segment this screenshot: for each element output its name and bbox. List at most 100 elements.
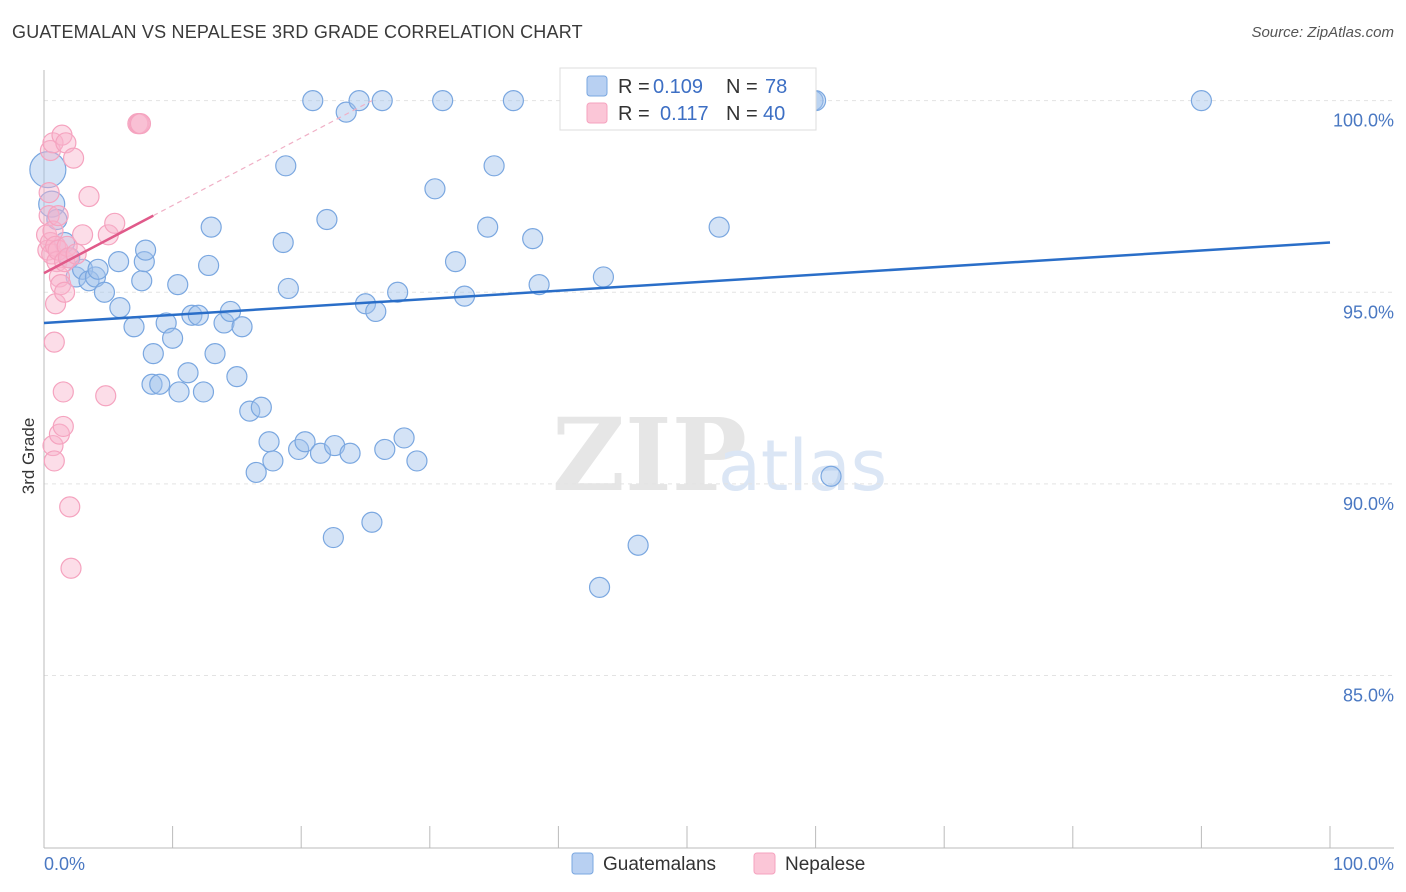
legend-bottom-label-guatemalans: Guatemalans xyxy=(603,854,716,875)
guatemalans-point-68 xyxy=(522,228,544,250)
guatemalans-point-13 xyxy=(123,316,145,338)
guatemalans-point-34 xyxy=(231,316,253,338)
gridlines xyxy=(44,100,1394,677)
guatemalans-point-7 xyxy=(78,270,100,292)
nepalese-point-28 xyxy=(59,496,81,518)
guatemalans-point-28 xyxy=(198,254,220,277)
nepalese-point-33 xyxy=(78,185,100,208)
y-tick-label-0: 100.0% xyxy=(1333,111,1394,131)
guatemalans-point-18 xyxy=(142,343,164,365)
nepalese-trend-line xyxy=(43,214,154,275)
guatemalans-point-62 xyxy=(432,90,454,112)
guatemalans-point-14 xyxy=(131,270,153,292)
guatemalans-point-69 xyxy=(528,274,550,296)
guatemalans-point-33 xyxy=(226,366,248,388)
guatemalans-point-12 xyxy=(109,297,131,319)
guatemalans-point-66 xyxy=(483,155,505,177)
guatemalans-point-49 xyxy=(324,434,346,457)
nepalese-point-11 xyxy=(43,331,65,353)
guatemalans-point-71 xyxy=(592,266,615,288)
guatemalans-point-15 xyxy=(133,251,155,273)
guatemalans-point-58 xyxy=(387,281,409,303)
series-nepalese xyxy=(35,113,152,579)
guatemalans-point-54 xyxy=(361,511,383,533)
guatemalans-point-10 xyxy=(93,281,116,303)
nepalese-point-21 xyxy=(52,381,74,403)
guatemalans-point-22 xyxy=(167,274,189,296)
guatemalans-point-31 xyxy=(213,312,235,334)
guatemalans-point-60 xyxy=(406,450,428,472)
guatemalans-point-38 xyxy=(258,431,280,453)
guatemalans-point-27 xyxy=(192,381,215,403)
guatemalans-point-19 xyxy=(149,373,171,395)
nepalese-point-30 xyxy=(62,147,85,169)
guatemalans-point-36 xyxy=(245,461,267,484)
guatemalans-point-77 xyxy=(1190,90,1213,112)
nepalese-trend-extension xyxy=(153,100,373,217)
guatemalans-point-63 xyxy=(444,251,467,273)
guatemalans-trend-line xyxy=(43,241,1331,325)
nepalese-point-7 xyxy=(42,132,64,154)
guatemalans-point-40 xyxy=(272,231,294,254)
legend-stats: R = 0.109 N = 78 R = 0.117 N = 40 xyxy=(559,67,817,131)
legend-r-label-2: R = xyxy=(618,103,650,125)
legend-r-label-1: R = xyxy=(618,76,650,98)
guatemalans-point-11 xyxy=(107,251,130,273)
guatemalans-point-35 xyxy=(239,400,261,422)
x-tick-label-min: 0.0% xyxy=(44,854,85,874)
guatemalans-point-24 xyxy=(177,362,199,384)
legend-r-value-1: 0.109 xyxy=(653,76,703,98)
guatemalans-point-41 xyxy=(275,155,297,177)
guatemalans-point-9 xyxy=(87,258,109,280)
guatemalans-point-59 xyxy=(393,427,415,449)
guatemalans-point-61 xyxy=(424,178,446,200)
nepalese-point-22 xyxy=(52,415,74,438)
guatemalans-point-55 xyxy=(365,300,387,323)
y-axis-label: 3rd Grade xyxy=(19,418,38,495)
guatemalans-point-47 xyxy=(316,208,338,231)
nepalese-point-39 xyxy=(129,113,152,135)
legend-n-label-2: N = xyxy=(726,103,758,125)
guatemalans-point-48 xyxy=(322,526,344,549)
nepalese-point-10 xyxy=(43,450,65,472)
nepalese-point-29 xyxy=(60,557,82,579)
guatemalans-point-72 xyxy=(627,534,649,556)
chart-title: GUATEMALAN VS NEPALESE 3RD GRADE CORRELA… xyxy=(12,22,583,42)
guatemalans-point-51 xyxy=(339,442,361,464)
y-tick-labels: 100.0% 95.0% 90.0% 85.0% xyxy=(1333,111,1394,706)
series-guatemalans xyxy=(29,90,1213,598)
nepalese-point-25 xyxy=(55,132,77,154)
legend-n-value-1: 78 xyxy=(765,76,787,98)
legend-series: Guatemalans Nepalese xyxy=(571,852,865,875)
nepalese-point-23 xyxy=(53,281,76,303)
guatemalans-point-37 xyxy=(250,396,272,418)
legend-r-value-2: 0.117 xyxy=(660,103,709,125)
guatemalans-point-23 xyxy=(168,381,190,403)
guatemalans-point-45 xyxy=(302,90,324,112)
watermark-zip: ZIP xyxy=(552,396,747,514)
guatemalans-point-16 xyxy=(134,239,157,261)
legend-n-label-1: N = xyxy=(726,76,758,98)
legend-bottom-swatch-guatemalans xyxy=(571,852,594,875)
nepalese-point-26 xyxy=(56,235,78,257)
guatemalans-point-29 xyxy=(200,216,222,238)
guatemalans-point-57 xyxy=(374,438,396,461)
guatemalans-point-56 xyxy=(371,90,393,112)
guatemalans-point-30 xyxy=(204,343,226,365)
guatemalans-point-65 xyxy=(477,216,499,238)
nepalese-point-15 xyxy=(47,205,69,227)
guatemalans-point-26 xyxy=(187,304,209,326)
guatemalans-point-67 xyxy=(502,90,524,112)
legend-bottom-swatch-nepalese xyxy=(753,852,776,875)
guatemalans-point-39 xyxy=(262,450,284,472)
guatemalans-point-42 xyxy=(277,277,299,300)
nepalese-point-9 xyxy=(42,434,64,457)
guatemalans-point-73 xyxy=(708,216,730,238)
legend-bottom-label-nepalese: Nepalese xyxy=(785,854,865,875)
x-tick-label-max: 100.0% xyxy=(1333,854,1394,874)
legend-swatch-nepalese xyxy=(586,102,608,124)
watermark-atlas: atlas xyxy=(718,425,887,507)
guatemalans-point-44 xyxy=(294,431,316,453)
nepalese-point-2 xyxy=(38,182,60,204)
